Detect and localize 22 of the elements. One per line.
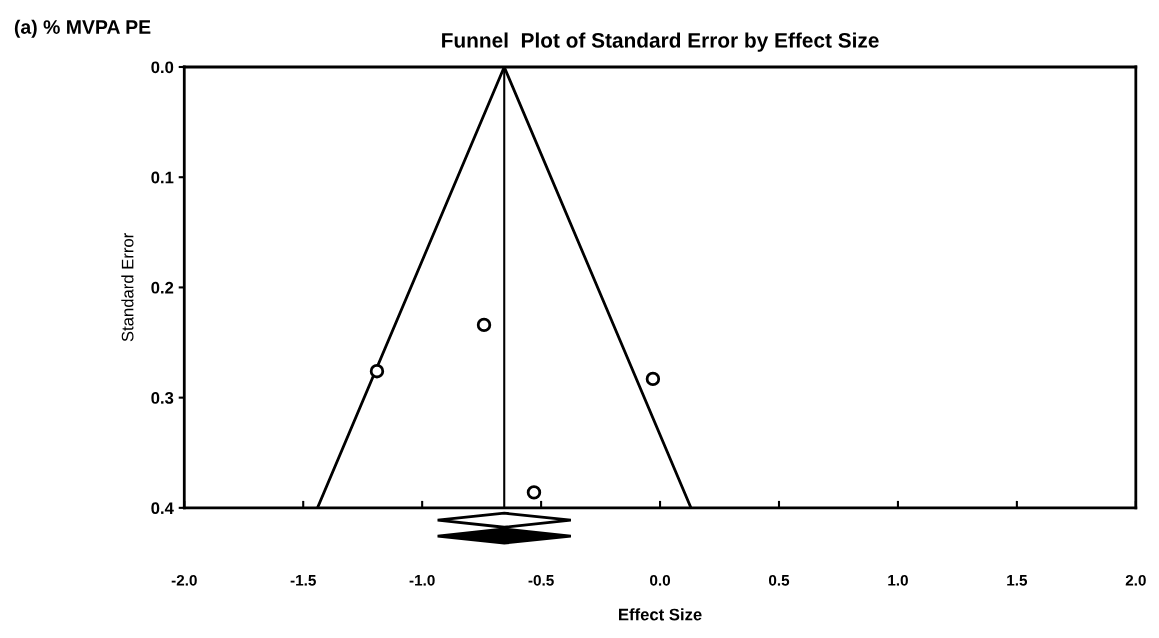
x-tick-label: 1.5 xyxy=(1007,575,1028,586)
y-axis-title: Standard Error xyxy=(121,233,134,342)
y-tick-label: 0.0 xyxy=(151,61,174,74)
y-tick-label: 0.4 xyxy=(151,502,174,515)
y-tick-label: 0.2 xyxy=(151,281,174,294)
point xyxy=(476,317,492,333)
x-tick-label: -1.5 xyxy=(290,575,316,586)
y-tick-label: 0.1 xyxy=(151,171,174,184)
point xyxy=(526,485,542,500)
x-tick-label: 1.0 xyxy=(888,574,908,586)
y-tick-label: 0.3 xyxy=(151,392,174,404)
x-tick-label: -1.0 xyxy=(409,574,435,586)
point xyxy=(645,371,661,387)
x-tick-label: -2.0 xyxy=(171,574,197,586)
chart-title: Funnel Plot of Standard Error by Effect Size xyxy=(442,32,879,52)
x-tick-label: 2.0 xyxy=(1125,574,1146,586)
x-axis-title: Effect Size xyxy=(619,608,702,621)
text: (a) % MVPA PE xyxy=(14,19,151,38)
x-tick-label: 0.0 xyxy=(650,574,671,586)
x-tick-label: 0.5 xyxy=(768,574,790,586)
x-tick-label: -0.5 xyxy=(528,574,554,586)
point xyxy=(369,363,385,379)
